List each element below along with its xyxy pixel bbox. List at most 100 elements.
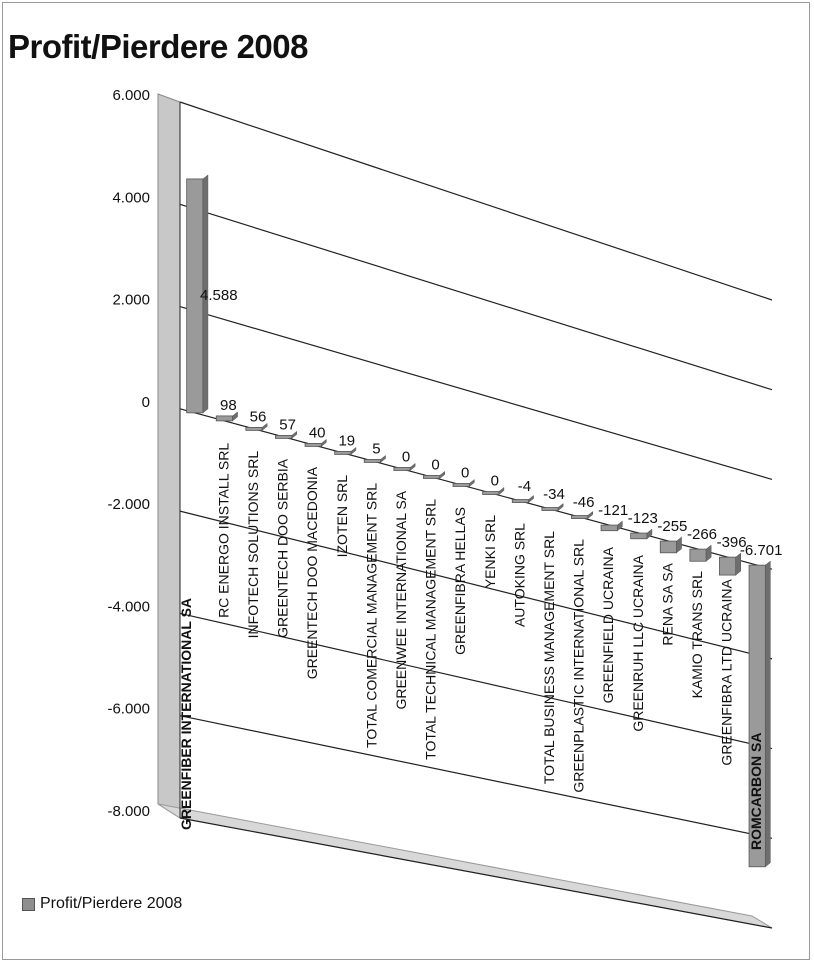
y-tick-label: -8.000 (107, 803, 150, 820)
gridline (179, 203, 773, 391)
bar-12 (511, 499, 529, 503)
bar-side-13 (557, 503, 564, 512)
value-label-19: -396 (717, 534, 747, 551)
bar-side-14 (587, 511, 593, 520)
bar-side-4 (291, 430, 297, 439)
category-label-13: TOTAL BUSINESS MANAGEMENT SRL (541, 531, 557, 784)
bar-19 (719, 556, 737, 576)
category-label-19: GREENFIBRA LTD UCRAINA (719, 578, 735, 765)
category-label-12: AUTOKING SRL (511, 523, 527, 627)
bar-side-3 (261, 422, 268, 431)
category-label-2: RC ENERGO INSTALL SRL (215, 443, 231, 618)
bar-4 (275, 435, 293, 439)
bar-side-11 (498, 486, 505, 496)
legend-swatch (22, 897, 35, 911)
value-label-4: 57 (279, 416, 296, 433)
value-label-5: 40 (309, 424, 326, 441)
value-label-20: -6.701 (740, 542, 783, 559)
y-tick-label: 2.000 (112, 292, 150, 309)
bar-17 (659, 540, 677, 554)
gridline (179, 101, 773, 301)
chart-title: Profit/Pierdere 2008 (8, 28, 309, 65)
category-label-8: GREENWEE INTERNATIONAL SA (393, 490, 409, 709)
bar-16 (630, 532, 648, 540)
value-label-3: 56 (250, 408, 267, 425)
bar-18 (689, 548, 707, 562)
y-tick-label: 4.000 (112, 189, 150, 206)
gridline (179, 715, 773, 839)
value-label-9: 0 (431, 456, 439, 473)
category-label-11: YENKI SRL (482, 515, 498, 588)
bar-side-20 (765, 560, 771, 868)
value-label-15: -121 (598, 502, 628, 519)
value-label-10: 0 (461, 464, 469, 481)
bar-2 (215, 415, 233, 422)
bar-3 (245, 426, 263, 431)
value-label-6: 19 (338, 432, 355, 449)
gridline (179, 305, 773, 481)
category-label-18: KAMIO TRANS SRL (689, 571, 705, 699)
category-label-16: GREENRUH LLC UCRAINA (630, 554, 646, 731)
value-label-17: -255 (657, 518, 687, 535)
value-label-14: -46 (573, 494, 595, 511)
value-label-1: 4.588 (200, 287, 238, 304)
gridline (179, 408, 773, 570)
value-label-8: 0 (402, 448, 410, 465)
category-label-5: GREENTECH DOO MACEDONIA (304, 466, 320, 679)
bar-15 (600, 524, 618, 532)
category-label-14: GREENPLASTIC INTERNATIONAL SRL (571, 539, 587, 793)
bar-13 (541, 507, 559, 511)
bar-14 (571, 515, 589, 519)
y-tick-label: -4.000 (107, 598, 150, 615)
bar-side-10 (469, 478, 475, 488)
bar-side-9 (439, 470, 445, 479)
category-label-10: GREENFIBRA HELLAS (452, 507, 468, 655)
category-label-7: TOTAL COMERCIAL MANAGEMENT SRL (363, 483, 379, 748)
category-label-6: IZOTEN SRL (334, 475, 350, 558)
value-label-11: 0 (491, 473, 499, 490)
bar-11 (482, 491, 500, 495)
category-label-3: INFOTECH SOLUTIONS SRL (245, 451, 261, 639)
category-label-20: ROMCARBON SA (748, 733, 764, 850)
value-label-13: -34 (543, 486, 565, 503)
bar-side-8 (409, 462, 416, 471)
bar-side-2 (232, 411, 238, 422)
gridline (179, 510, 773, 660)
bar-side-18 (705, 544, 712, 562)
bar-side-7 (380, 454, 386, 463)
y-tick-label: 0 (142, 394, 150, 411)
bar-side-16 (646, 528, 653, 540)
bar-9 (423, 475, 441, 479)
value-label-7: 5 (372, 440, 380, 457)
category-label-17: RENA SA SA (659, 562, 675, 645)
value-label-12: -4 (518, 478, 531, 495)
bar-10 (452, 483, 470, 487)
bar-side-12 (528, 495, 534, 504)
value-label-18: -266 (687, 526, 717, 543)
chart-legend: Profit/Pierdere 2008 (22, 895, 182, 913)
value-label-2: 98 (220, 397, 237, 414)
y-tick-label: -6.000 (107, 701, 150, 718)
value-label-16: -123 (628, 510, 658, 527)
bar-side-6 (350, 446, 357, 455)
bar-6 (334, 451, 352, 455)
bar-7 (363, 459, 381, 463)
gridline (179, 612, 773, 750)
bar-side-15 (617, 520, 623, 532)
bar-side-19 (735, 552, 741, 576)
bar-side-1 (202, 174, 209, 414)
legend-label: Profit/Pierdere 2008 (40, 895, 183, 912)
y-tick-label: 6.000 (112, 87, 150, 104)
category-label-15: GREENFIELD UCRAINA (600, 546, 616, 703)
category-label-4: GREENTECH DOO SERBIA (275, 458, 291, 638)
gridline (179, 817, 773, 929)
side-wall (157, 93, 181, 819)
y-tick-label: -2.000 (107, 496, 150, 513)
bar-side-5 (321, 438, 327, 447)
floor (157, 803, 773, 929)
category-label-1: GREENFIBER INTERNATIONAL SA (178, 598, 194, 830)
bar-5 (304, 443, 322, 447)
bar-8 (393, 467, 411, 471)
